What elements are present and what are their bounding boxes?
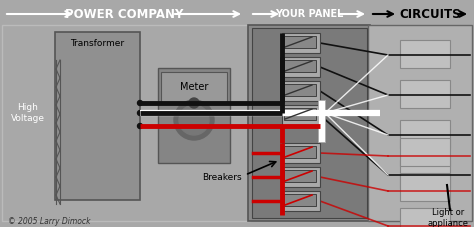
- Text: High
Voltage: High Voltage: [11, 103, 45, 123]
- Bar: [284, 36, 316, 48]
- Text: Meter: Meter: [180, 82, 208, 92]
- Bar: [368, 25, 472, 221]
- Bar: [284, 194, 316, 206]
- Bar: [161, 72, 227, 102]
- Bar: [400, 120, 450, 148]
- Bar: [282, 167, 320, 187]
- Bar: [284, 84, 316, 96]
- Bar: [282, 105, 320, 125]
- Bar: [158, 68, 230, 163]
- Bar: [55, 32, 140, 200]
- Circle shape: [137, 123, 143, 128]
- Bar: [284, 60, 316, 72]
- Bar: [400, 138, 450, 166]
- Bar: [282, 143, 320, 163]
- Bar: [282, 81, 320, 101]
- Bar: [2, 25, 250, 221]
- Bar: [400, 40, 450, 68]
- Bar: [400, 80, 450, 108]
- Circle shape: [179, 105, 209, 135]
- Bar: [282, 191, 320, 211]
- Text: Breakers: Breakers: [202, 173, 242, 183]
- Text: © 2005 Larry Dimock: © 2005 Larry Dimock: [8, 217, 91, 227]
- Circle shape: [189, 98, 199, 108]
- Bar: [318, 100, 325, 142]
- Bar: [252, 28, 367, 218]
- Bar: [248, 25, 370, 221]
- Text: CIRCUITS: CIRCUITS: [399, 7, 461, 20]
- Bar: [284, 170, 316, 182]
- Text: YOUR PANEL: YOUR PANEL: [275, 9, 343, 19]
- Circle shape: [137, 111, 143, 116]
- Circle shape: [137, 101, 143, 106]
- Bar: [400, 173, 450, 201]
- Bar: [400, 160, 450, 188]
- Bar: [400, 208, 450, 227]
- Circle shape: [174, 100, 214, 140]
- Bar: [284, 108, 316, 120]
- Bar: [284, 146, 316, 158]
- Text: Light or
appliance: Light or appliance: [428, 208, 468, 227]
- Text: POWER COMPANY: POWER COMPANY: [65, 7, 183, 20]
- Bar: [282, 33, 320, 53]
- Text: Transformer: Transformer: [70, 39, 124, 49]
- Bar: [282, 57, 320, 77]
